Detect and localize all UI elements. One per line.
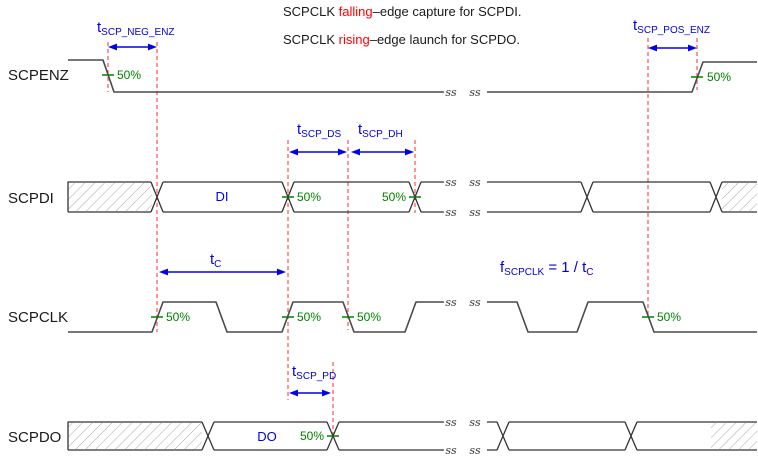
- scpdo-bus-value: DO: [257, 429, 277, 444]
- frequency-formula: fSCPCLK = 1 / tC: [500, 259, 594, 278]
- time-break-mark: ss: [469, 444, 481, 457]
- time-break-mark: ss: [469, 86, 481, 99]
- scpdi-transitions: [150, 181, 723, 213]
- threshold-label: 50%: [117, 68, 141, 82]
- param-label-tc: tC: [210, 251, 221, 270]
- signal-label-scpdi: SCPDI: [8, 190, 54, 207]
- arrowhead-right: [148, 43, 157, 51]
- time-break-mark: ss: [445, 296, 457, 309]
- scpdi-invalid-region-end: [722, 183, 757, 211]
- scpdo-invalid-region-end: [711, 423, 757, 449]
- note-launch-emphasis: rising: [339, 32, 370, 47]
- signal-row-scpenz: SCPENZ 50% 50% ss ss: [8, 59, 757, 99]
- threshold-label: 50%: [300, 429, 324, 443]
- arrowhead-right: [338, 148, 347, 156]
- scpclk-waveform-left: [68, 301, 444, 333]
- scpdi-invalid-border: [67, 181, 151, 213]
- scpdo-invalid-region: [68, 423, 202, 449]
- time-break-mark: ss: [445, 444, 457, 457]
- arrowhead-right: [277, 268, 286, 276]
- time-break-mark: ss: [445, 206, 457, 219]
- note-capture: SCPCLK falling–edge capture for SCPDI.: [283, 4, 521, 19]
- time-break-mark: ss: [469, 296, 481, 309]
- param-scp-dh: tSCP_DH: [351, 121, 414, 156]
- threshold-label: 50%: [297, 190, 321, 204]
- arrowhead-right: [322, 389, 331, 397]
- threshold-label: 50%: [657, 310, 681, 324]
- note-capture-emphasis: falling: [339, 4, 373, 19]
- arrowhead-left: [159, 268, 168, 276]
- param-scp-pd: tSCP_PD: [289, 363, 336, 397]
- arrowhead-left: [289, 389, 298, 397]
- signal-row-scpclk: SCPCLK 50% 50% 50% 50% ss ss: [8, 296, 757, 333]
- param-scp-ds: tSCP_DS: [289, 121, 347, 156]
- threshold-label: 50%: [357, 310, 381, 324]
- signal-row-scpdi: SCPDI DI 50% 50% ss ss ss ss: [8, 176, 757, 219]
- arrowhead-left: [351, 148, 360, 156]
- arrowhead-left: [108, 43, 117, 51]
- param-tc: tC: [159, 251, 286, 276]
- signal-label-scpdo: SCPDO: [8, 429, 61, 446]
- time-break-mark: ss: [445, 86, 457, 99]
- scpclk-waveform-right: [487, 301, 757, 333]
- param-scp-neg-enz: tSCP_NEG_ENZ: [97, 19, 175, 51]
- arrowhead-left: [289, 148, 298, 156]
- signal-label-scpclk: SCPCLK: [8, 309, 68, 326]
- scpenz-waveform-left: [68, 59, 444, 93]
- signal-label-scpenz: SCPENZ: [8, 67, 69, 84]
- note-launch: SCPCLK rising–edge launch for SCPDO.: [283, 32, 520, 47]
- time-break-mark: ss: [445, 176, 457, 189]
- arrowhead-left: [648, 44, 657, 52]
- param-label-scp-neg-enz: tSCP_NEG_ENZ: [97, 19, 175, 38]
- scpdi-invalid-region: [68, 183, 152, 211]
- threshold-label: 50%: [707, 70, 731, 84]
- arrowhead-right: [405, 148, 414, 156]
- scpdo-invalid-border: [67, 421, 202, 451]
- time-break-mark: ss: [469, 206, 481, 219]
- param-label-scp-ds: tSCP_DS: [297, 121, 342, 140]
- param-label-scp-pd: tSCP_PD: [292, 363, 336, 382]
- arrowhead-right: [688, 44, 697, 52]
- time-break-mark: ss: [469, 176, 481, 189]
- param-label-scp-pos-enz: tSCP_POS_ENZ: [633, 17, 710, 36]
- time-break-mark: ss: [469, 416, 481, 429]
- scpdi-bus-value: DI: [216, 189, 229, 204]
- param-scp-pos-enz: tSCP_POS_ENZ: [633, 17, 710, 52]
- threshold-label: 50%: [166, 310, 190, 324]
- threshold-label: 50%: [382, 190, 406, 204]
- measurement-cursors: [107, 38, 698, 436]
- signal-row-scpdo: SCPDO DO 50% ss ss ss ss: [8, 416, 757, 457]
- threshold-label: 50%: [297, 310, 321, 324]
- param-label-scp-dh: tSCP_DH: [358, 121, 403, 140]
- time-break-mark: ss: [445, 416, 457, 429]
